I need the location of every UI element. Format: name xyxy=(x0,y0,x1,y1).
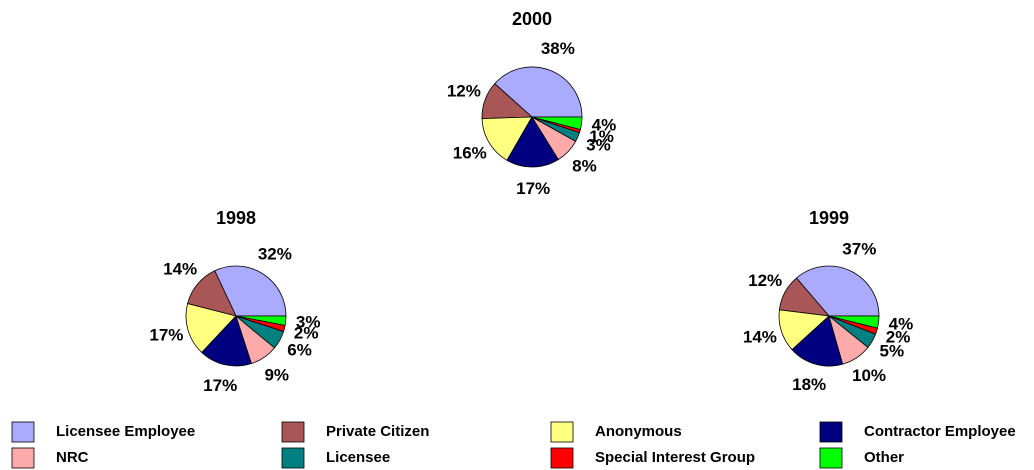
legend-label: Licensee Employee xyxy=(56,423,195,440)
data-label: 17% xyxy=(516,179,550,198)
chart-title: 1999 xyxy=(809,208,849,228)
data-label: 4% xyxy=(889,314,914,333)
data-label: 6% xyxy=(287,340,312,359)
pie-slice xyxy=(185,303,237,354)
legend-swatch xyxy=(550,447,574,469)
legend-swatch xyxy=(11,447,35,469)
legend-label: Other xyxy=(864,449,904,466)
pie-slice xyxy=(795,265,880,317)
data-label: 8% xyxy=(572,157,597,176)
data-label: 18% xyxy=(792,375,826,394)
pie-slice xyxy=(481,116,533,161)
pie-slice xyxy=(214,265,287,317)
legend-label: NRC xyxy=(56,449,89,466)
data-label: 12% xyxy=(748,271,782,290)
data-label: 2% xyxy=(294,324,319,343)
data-label: 14% xyxy=(743,327,777,346)
data-label: 17% xyxy=(149,326,183,345)
data-label: 10% xyxy=(852,366,886,385)
legend-label: Anonymous xyxy=(595,423,682,440)
data-label: 3% xyxy=(296,312,321,331)
data-label: 17% xyxy=(203,376,237,395)
pie-slice xyxy=(791,315,844,367)
data-label: 2% xyxy=(886,327,911,346)
data-label: 9% xyxy=(264,365,289,384)
pie-slice xyxy=(506,116,559,168)
legend-swatch xyxy=(281,421,305,443)
data-label: 12% xyxy=(447,82,481,101)
data-label: 5% xyxy=(879,342,904,361)
data-label: 4% xyxy=(592,116,617,135)
legend-swatch xyxy=(819,421,843,443)
legend-label: Special Interest Group xyxy=(595,449,755,466)
data-label: 32% xyxy=(258,244,292,263)
data-label: 14% xyxy=(163,259,197,278)
pie-slice xyxy=(494,66,583,118)
data-label: 38% xyxy=(541,39,575,58)
data-label: 16% xyxy=(453,144,487,163)
pie-slice xyxy=(201,315,252,367)
data-label: 1% xyxy=(589,127,614,146)
legend-swatch xyxy=(550,421,574,443)
data-label: 3% xyxy=(586,136,611,155)
legend-label: Contractor Employee xyxy=(864,423,1016,440)
chart-title: 1998 xyxy=(216,208,256,228)
data-label: 37% xyxy=(842,240,876,259)
pie-slice xyxy=(531,116,583,131)
pie-slice xyxy=(235,315,287,326)
pie-slice xyxy=(828,315,880,329)
legend-label: Licensee xyxy=(326,449,390,466)
legend-label: Private Citizen xyxy=(326,423,429,440)
chart-title: 2000 xyxy=(512,9,552,29)
legend-swatch xyxy=(819,447,843,469)
legend-swatch xyxy=(281,447,305,469)
legend-swatch xyxy=(11,421,35,443)
